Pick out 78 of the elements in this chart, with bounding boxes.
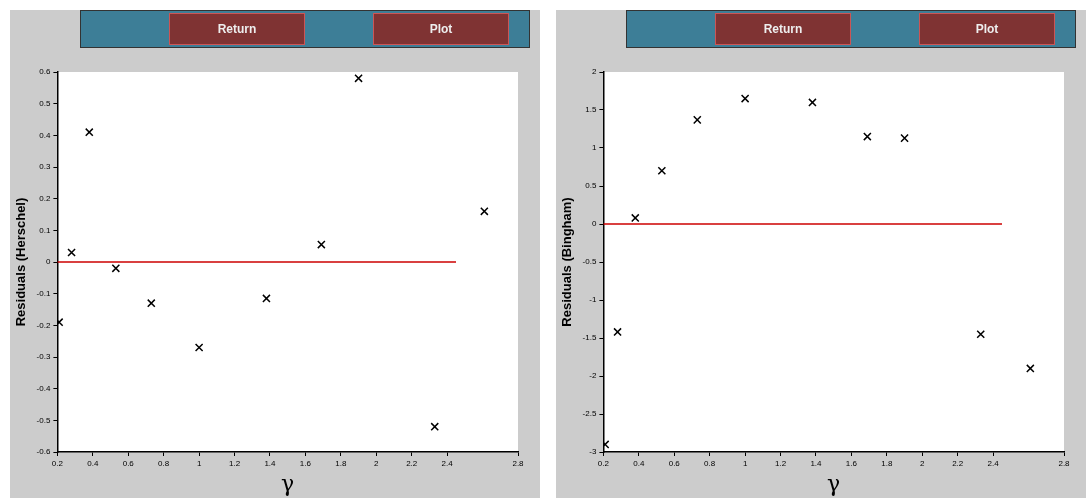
y-tick-label: -2.5 (582, 409, 597, 419)
point (111, 264, 121, 273)
x-tick-label: 0.4 (87, 459, 99, 468)
text: Return (715, 13, 851, 45)
y-tick-label: 0 (591, 219, 597, 229)
y-tick-label: 0.5 (585, 181, 597, 191)
y-tick-label: -0.4 (36, 383, 51, 393)
y-tick-label: -1.5 (582, 333, 597, 343)
y-tick-label: -0.6 (36, 447, 51, 457)
point (430, 422, 440, 431)
y-tick-label: 2 (591, 67, 597, 77)
point (146, 298, 156, 308)
x-axis-title: γ (281, 470, 295, 496)
point (657, 166, 667, 176)
x-tick-label: 2.4 (987, 459, 1000, 468)
x-tick-label: 1.2 (228, 459, 241, 468)
y-tick-label: 0.2 (39, 193, 51, 203)
x-tick-label: 1.6 (299, 459, 312, 468)
point (630, 213, 640, 223)
x-tick-label: 0.6 (122, 459, 135, 468)
y-tick-label: -0.3 (36, 352, 51, 362)
x-tick-label: 0.2 (597, 459, 610, 468)
y-tick-label: 0.6 (39, 67, 51, 77)
x-tick-label: 0.2 (51, 459, 64, 468)
x-tick-label: 2 (374, 459, 380, 468)
point (613, 327, 622, 337)
x-tick-label: 1 (196, 459, 202, 468)
y-tick-label: -0.5 (36, 415, 51, 425)
y-tick-label: -0.5 (582, 257, 597, 267)
x-tick-label: 0.6 (668, 459, 681, 468)
point (900, 133, 909, 143)
x-tick-label: 2.2 (952, 459, 964, 468)
point (976, 329, 986, 339)
y-tick-label: 0 (45, 257, 51, 267)
x-tick-label: 0.4 (633, 459, 645, 468)
x-tick-label: 2.8 (1058, 459, 1071, 468)
x-tick-label: 1.6 (845, 459, 858, 468)
x-tick-label: 0.8 (158, 459, 170, 468)
point (194, 343, 204, 352)
point (262, 294, 271, 303)
x-tick-label: 1.4 (810, 459, 823, 468)
y-tick-label: 0.5 (39, 98, 51, 108)
point (692, 115, 702, 125)
x-tick-label: 1.8 (881, 459, 893, 468)
text: Plot (919, 13, 1055, 45)
point (480, 207, 489, 216)
y-axis-title: Residuals (Herschel) (13, 197, 29, 327)
y-tick-label: -2 (589, 371, 597, 381)
point (354, 74, 363, 83)
y-tick-label: -0.1 (36, 288, 51, 298)
point (740, 94, 750, 103)
x-tick-label: 2.8 (512, 459, 525, 468)
x-tick-label: 0.8 (704, 459, 716, 468)
text: Plot (373, 13, 509, 45)
text: Return (169, 13, 305, 45)
point (317, 240, 326, 249)
x-tick-label: 1 (742, 459, 748, 468)
point (67, 248, 76, 257)
x-tick-label: 1.2 (774, 459, 787, 468)
y-tick-label: 1 (591, 143, 597, 153)
point (863, 132, 872, 141)
y-tick-label: -1 (589, 295, 597, 305)
x-tick-label: 2 (920, 459, 926, 468)
x-tick-label: 1.4 (264, 459, 277, 468)
y-tick-label: 1.5 (585, 105, 597, 115)
point (1026, 364, 1035, 373)
x-axis-title: γ (827, 470, 841, 496)
y-tick-label: 0.4 (39, 130, 51, 140)
x-tick-label: 2.2 (406, 459, 418, 468)
y-tick-label: -0.2 (36, 320, 51, 330)
y-tick-label: 0.3 (39, 162, 51, 172)
point (808, 98, 817, 107)
x-tick-label: 1.8 (335, 459, 347, 468)
x-tick-label: 2.4 (441, 459, 454, 468)
y-tick-label: 0.1 (39, 225, 51, 235)
y-axis-title: Residuals (Bingham) (559, 197, 575, 327)
point (84, 127, 94, 137)
y-tick-label: -3 (589, 447, 597, 457)
